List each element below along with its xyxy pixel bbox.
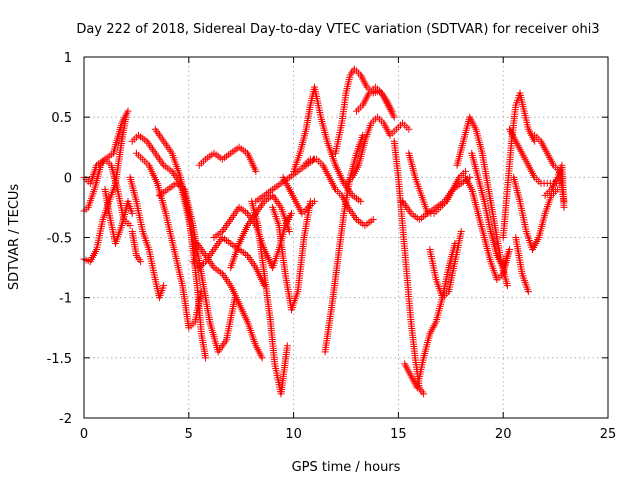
x-tick-label: 25 [600,427,617,442]
series-t8 [128,227,145,266]
series-t34 [499,89,539,241]
series-t19 [279,173,319,217]
y-tick-label: -0.5 [47,232,72,247]
x-tick-label: 0 [80,427,88,442]
series-t27 [401,240,459,392]
data-point [137,258,145,266]
x-tick-label: 5 [185,427,193,442]
data-point [560,203,568,211]
data-point [283,342,291,350]
x-tick-label: 20 [495,427,512,442]
series-t16 [248,197,291,398]
series-t25 [352,83,398,121]
series-t11 [195,143,260,175]
series-t39 [541,161,568,211]
data-point [461,167,469,175]
y-axis-label: SDTVAR / TECUs [7,184,22,291]
marks-layer [80,65,568,398]
y-tick-label: -2 [59,412,72,427]
data-point [503,282,511,290]
y-tick-label: 0.5 [51,111,72,126]
series-t31 [453,113,511,290]
data-point [390,113,398,121]
series-t36 [510,173,562,254]
series-t13 [193,240,266,362]
series-t30 [426,227,465,302]
series-t24 [342,113,413,187]
data-point [202,354,210,362]
series-t9 [151,125,210,362]
data-point [258,354,266,362]
data-point [311,197,319,205]
x-axis-label: GPS time / hours [292,460,401,475]
data-point [359,131,367,139]
series-t21 [300,155,377,229]
series-t3 [80,107,132,187]
data-point [369,215,377,223]
data-point [124,107,132,115]
ticks-layer: 0 5 10 15 20 25 -2 -1.5 -1 -0.5 0 0.5 1 [47,51,617,442]
data-point [285,227,293,235]
x-tick-label: 15 [390,427,407,442]
data-point [357,197,365,205]
x-tick-label: 10 [285,427,302,442]
series-t38 [512,234,532,296]
data-point [252,167,260,175]
data-point [420,390,428,398]
y-tick-label: -1.5 [47,352,72,367]
series-t29 [405,149,469,217]
series-t15 [227,191,293,272]
series-t4 [101,185,136,248]
y-tick-label: 0 [64,171,72,186]
data-point [524,288,532,296]
data-point [126,221,134,229]
series-t18 [269,197,314,314]
data-point [531,137,539,145]
series-t7 [126,173,168,302]
y-tick-label: -1 [59,292,72,307]
data-point [288,209,296,217]
y-tick-label: 1 [64,51,72,66]
data-point [128,209,136,217]
data-point [160,282,168,290]
data-point [505,246,513,254]
data-point [405,125,413,133]
chart-title: Day 222 of 2018, Sidereal Day-to-day VTE… [76,22,599,37]
series-t33 [468,149,513,272]
data-point [457,227,465,235]
